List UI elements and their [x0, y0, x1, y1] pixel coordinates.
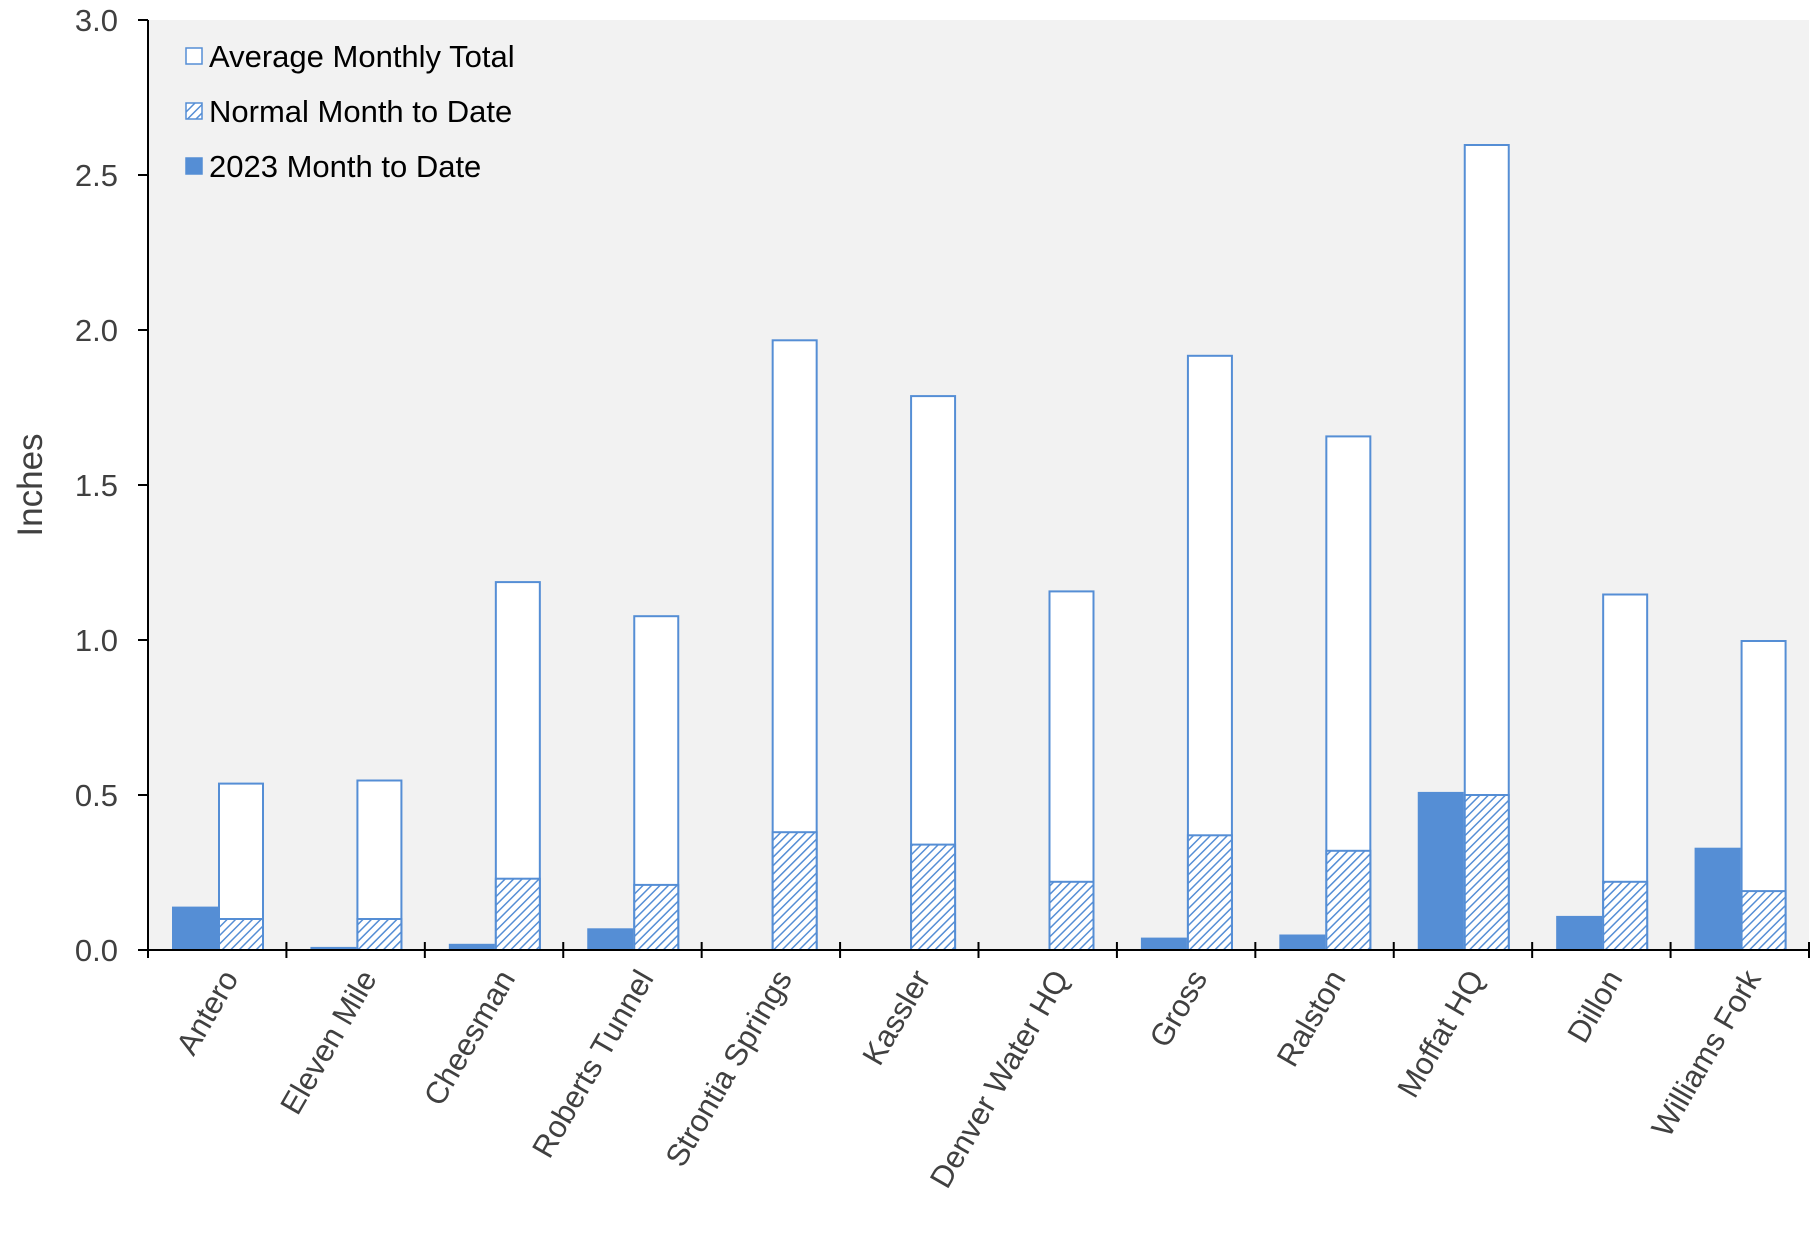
legend-label: Average Monthly Total — [209, 39, 515, 74]
x-category-label: Moffat HQ — [1390, 964, 1491, 1103]
x-category-label: Gross — [1143, 964, 1215, 1053]
x-category-label: Eleven Mile — [273, 964, 383, 1120]
x-category-label: Dillon — [1560, 964, 1629, 1049]
y-axis-title: Inches — [11, 433, 50, 536]
legend-swatch — [185, 47, 203, 65]
x-category-label: Cheesman — [417, 964, 522, 1111]
bar-normal-month-to-date — [1186, 834, 1233, 951]
bar-2023-month-to-date — [448, 943, 495, 950]
bar-2023-month-to-date — [587, 928, 634, 950]
bar-normal-month-to-date — [494, 877, 541, 952]
bar-2023-month-to-date — [172, 906, 218, 950]
bar-2023-month-to-date — [310, 946, 357, 950]
bar-normal-month-to-date — [1048, 880, 1095, 951]
bar-normal-month-to-date — [1602, 880, 1649, 951]
legend-swatch — [185, 102, 203, 120]
y-tick-label: 0.5 — [75, 778, 118, 813]
bar-normal-month-to-date — [218, 918, 264, 951]
y-tick-label: 1.5 — [75, 468, 118, 503]
x-category-label: Williams Fork — [1645, 964, 1769, 1143]
bar-2023-month-to-date — [1556, 915, 1603, 950]
bar-normal-month-to-date — [356, 918, 403, 951]
y-tick-label: 1.0 — [75, 623, 118, 658]
bar-normal-month-to-date — [633, 883, 680, 952]
bar-normal-month-to-date — [771, 831, 818, 952]
legend: Average Monthly Total Normal Month to Dat… — [185, 39, 515, 184]
y-tick-label: 2.5 — [75, 158, 118, 193]
bar-2023-month-to-date — [1417, 791, 1464, 950]
x-category-label: Antero — [169, 964, 245, 1061]
bar-2023-month-to-date — [1279, 934, 1326, 950]
bar-normal-month-to-date — [1740, 890, 1787, 951]
bar-normal-month-to-date — [910, 843, 957, 951]
y-tick-label: 2.0 — [75, 313, 118, 348]
y-tick-label: 3.0 — [75, 3, 118, 38]
bar-2023-month-to-date — [1694, 847, 1741, 950]
x-category-label: Strontia Springs — [658, 964, 799, 1173]
bar-normal-month-to-date — [1463, 794, 1510, 951]
legend-label: Normal Month to Date — [209, 94, 512, 129]
x-category-label: Denver Water HQ — [923, 964, 1076, 1194]
bar-2023-month-to-date — [1140, 937, 1187, 950]
legend-swatch — [185, 157, 203, 175]
plot-area — [148, 20, 1809, 950]
x-category-label: Roberts Tunnel — [525, 964, 660, 1164]
x-category-label: Kassler — [855, 964, 937, 1071]
x-category-label: Ralston — [1270, 964, 1353, 1073]
legend-label: 2023 Month to Date — [209, 149, 481, 184]
y-tick-label: 0.0 — [75, 933, 118, 968]
bar-normal-month-to-date — [1325, 849, 1372, 951]
bars-layer — [172, 144, 1787, 952]
